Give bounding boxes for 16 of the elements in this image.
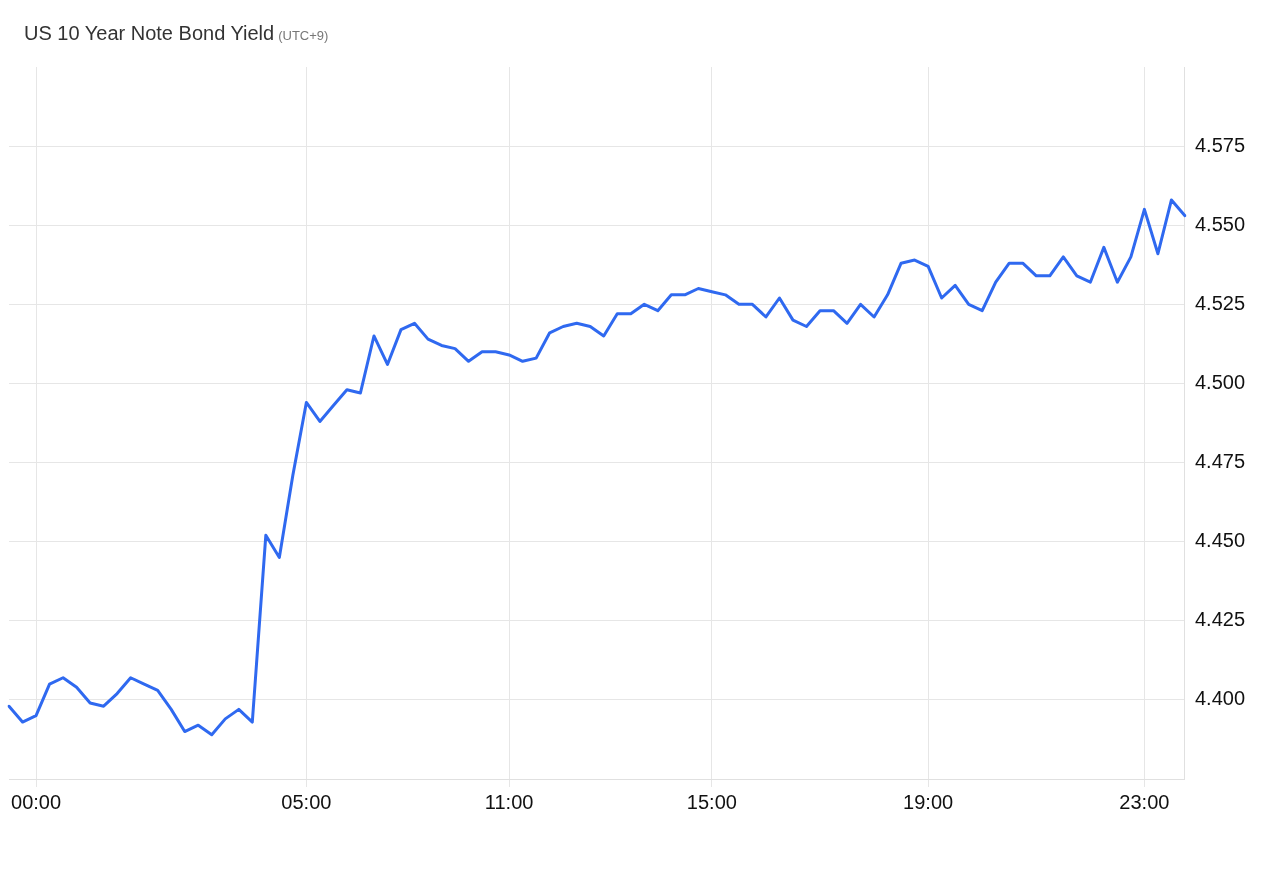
- x-tick-label: 05:00: [281, 790, 332, 813]
- x-tick-label: 15:00: [686, 790, 737, 813]
- chart-title: US 10 Year Note Bond Yield: [24, 22, 275, 44]
- x-tick-label: 19:00: [903, 790, 954, 813]
- x-tick-label: 23:00: [1119, 790, 1170, 813]
- y-tick-label: 4.400: [1194, 687, 1246, 710]
- x-tick-label: 00:00: [11, 790, 62, 813]
- y-tick-label: 4.500: [1194, 370, 1246, 393]
- y-tick-label: 4.525: [1194, 291, 1246, 314]
- y-tick-label: 4.475: [1194, 450, 1246, 473]
- y-tick-label: 4.550: [1194, 212, 1246, 235]
- y-tick-label: 4.450: [1194, 529, 1246, 552]
- y-tick-label: 4.425: [1194, 608, 1246, 631]
- chart-subtitle: (UTC+9): [278, 28, 329, 43]
- x-tick-label: 11:00: [484, 790, 534, 813]
- y-tick-label: 4.575: [1194, 133, 1246, 156]
